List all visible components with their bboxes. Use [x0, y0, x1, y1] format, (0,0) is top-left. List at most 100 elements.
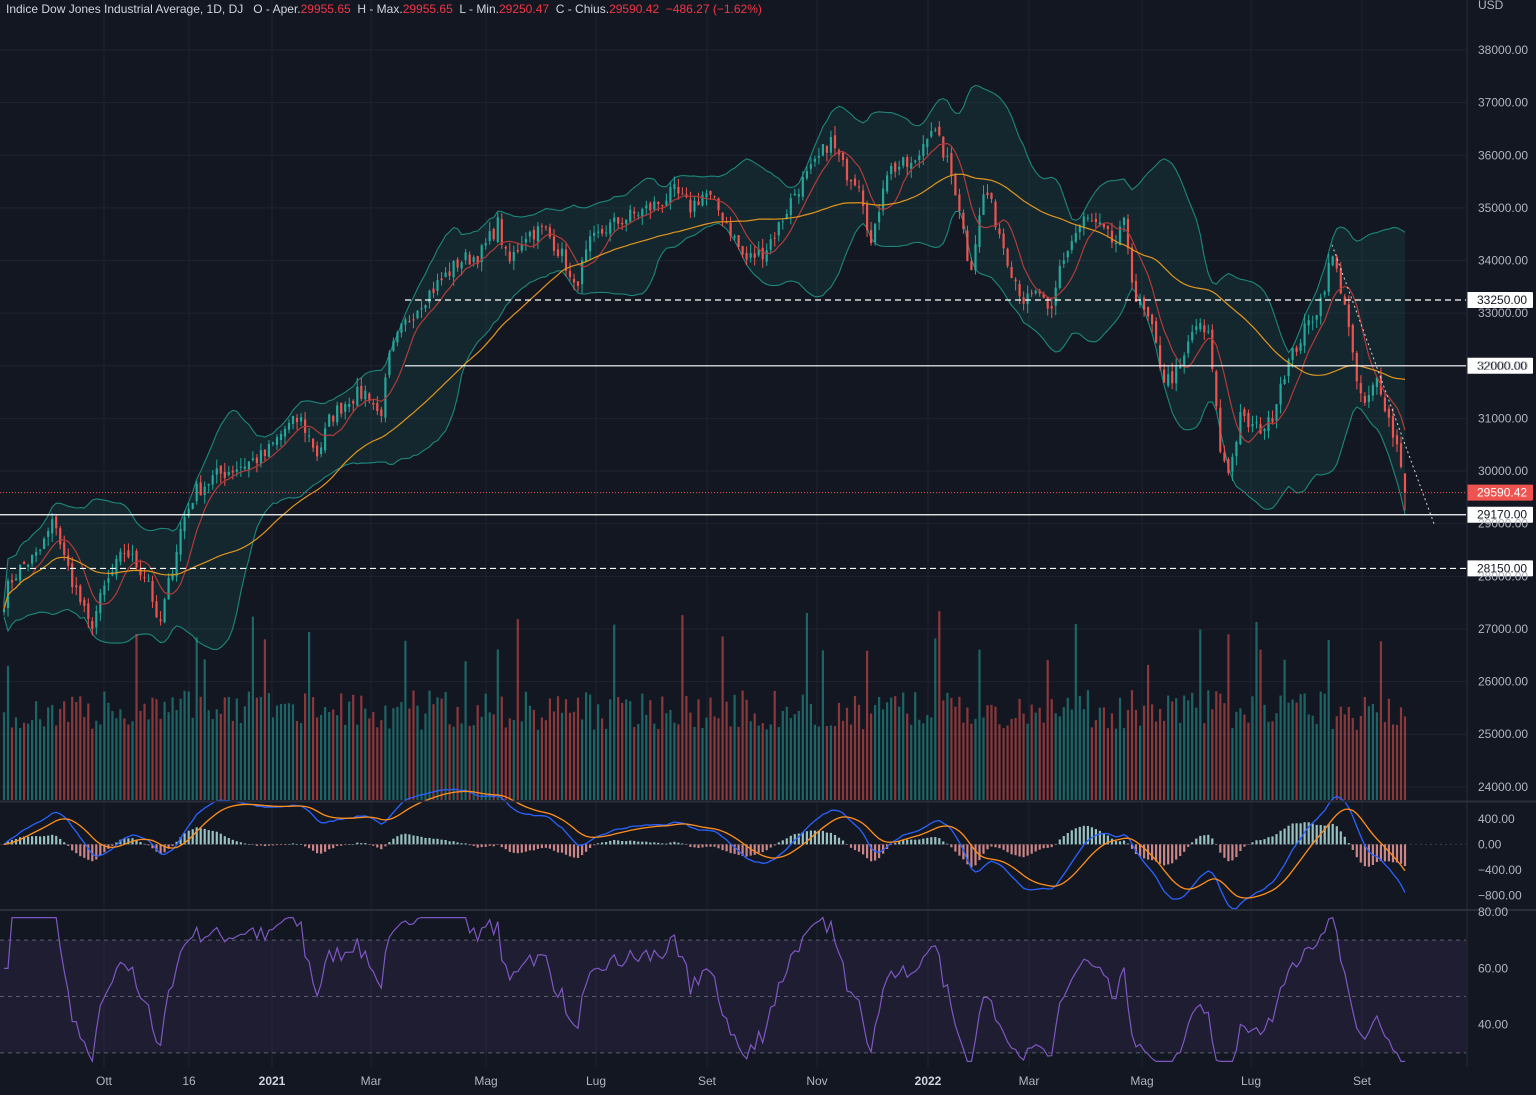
macd-histogram-bar — [1291, 823, 1294, 845]
candle — [1231, 453, 1234, 481]
macd-histogram-bar — [1347, 843, 1350, 845]
macd-histogram-bar — [902, 839, 905, 845]
candle-body — [1311, 321, 1314, 323]
volume-bar — [589, 694, 592, 800]
macd-histogram-bar — [424, 838, 427, 845]
macd-histogram-bar — [247, 844, 250, 845]
macd-histogram-bar — [725, 844, 728, 852]
candle-body — [1050, 306, 1053, 309]
candle — [300, 413, 303, 427]
candle-body — [1387, 408, 1390, 418]
volume-bar — [1351, 718, 1354, 800]
macd-histogram-bar — [1279, 830, 1282, 845]
macd-histogram-bar — [1403, 844, 1407, 866]
volume-bar — [440, 698, 443, 800]
candle — [926, 138, 929, 156]
candle — [721, 212, 724, 227]
macd-histogram-bar — [1195, 838, 1198, 845]
candle-body — [484, 242, 487, 246]
candle-body — [119, 551, 122, 562]
candle-body — [1275, 404, 1278, 421]
candle-body — [1014, 279, 1017, 282]
candle — [211, 470, 214, 490]
candle — [633, 206, 636, 220]
macd-histogram-bar — [324, 844, 327, 852]
candle — [227, 465, 230, 477]
candle-body — [524, 238, 527, 243]
volume-bar — [1014, 718, 1017, 800]
candle — [440, 272, 443, 286]
macd-histogram-bar — [1207, 834, 1210, 845]
candle — [1375, 376, 1378, 395]
volume-bar — [1094, 720, 1097, 800]
candle-body — [825, 145, 828, 153]
macd-histogram-bar — [1014, 844, 1017, 856]
candle — [886, 171, 889, 194]
volume-bar — [227, 696, 230, 800]
volume-bar — [1399, 707, 1403, 800]
volume-bar — [761, 723, 764, 800]
volume-bar — [1054, 713, 1057, 800]
volume-bar — [853, 696, 857, 800]
candle — [789, 193, 792, 225]
volume-bar — [59, 708, 62, 800]
time-axis[interactable]: Ott 16 2021 Mar Mag Lug Set Nov 2022 Mar Mag Lug Set — [96, 1074, 1372, 1088]
macd-histogram-bar — [308, 844, 311, 849]
volume-bar — [544, 720, 547, 800]
macd-histogram-bar — [1155, 844, 1158, 862]
candle — [568, 262, 572, 281]
volume-bar — [87, 703, 90, 800]
candle-body — [1086, 217, 1089, 219]
volume-bar — [1267, 721, 1270, 800]
candle-body — [1006, 248, 1009, 266]
candle — [1287, 357, 1290, 383]
price-tick-label: 24000.00 — [1478, 780, 1528, 794]
volume-bar — [564, 699, 568, 800]
macd-histogram-bar — [1078, 826, 1081, 845]
macd-histogram-bar — [1243, 844, 1246, 847]
candle-body — [380, 409, 383, 416]
candle-body — [312, 438, 315, 448]
macd-histogram-bar — [1058, 839, 1061, 845]
volume-bar — [914, 692, 917, 800]
macd-histogram-bar — [320, 844, 323, 854]
candle-body — [67, 555, 70, 566]
macd-histogram-bar — [143, 843, 146, 845]
candle-body — [1082, 216, 1085, 229]
macd-histogram-bar — [1191, 842, 1194, 845]
candle — [1199, 318, 1202, 332]
candle-body — [1159, 345, 1162, 368]
macd-histogram-bar — [645, 841, 648, 845]
candle — [95, 605, 98, 635]
volume-bar — [649, 700, 652, 800]
macd-histogram-bar — [1038, 844, 1041, 850]
macd-histogram-bar — [211, 830, 214, 845]
time-tick-label: 16 — [182, 1074, 196, 1088]
candle — [1371, 382, 1374, 402]
candle — [950, 147, 953, 185]
volume-bar — [898, 706, 901, 800]
macd-histogram-bar — [1339, 831, 1342, 845]
macd-histogram-bar — [159, 844, 162, 854]
candle-body — [1211, 329, 1214, 369]
volume-bar — [1171, 701, 1174, 800]
macd-histogram-bar — [697, 844, 700, 848]
candle — [1395, 429, 1399, 453]
macd-histogram-bar — [797, 833, 800, 845]
candle — [243, 457, 246, 472]
macd-histogram-bar — [67, 844, 70, 846]
macd-histogram-bar — [400, 834, 403, 845]
candle — [488, 221, 491, 245]
candle-body — [1255, 422, 1258, 424]
price-axis[interactable]: USD 24000.00 25000.00 26000.00 27000.00 2800… — [1478, 0, 1528, 1032]
candle — [1066, 250, 1069, 263]
macd-histogram-bar — [548, 844, 551, 849]
candle-body — [677, 187, 680, 194]
volume-bar — [332, 709, 335, 800]
candle-body — [47, 531, 50, 537]
volume-bar — [845, 707, 849, 800]
legend-open-label: O - Aper. — [253, 2, 301, 16]
candle — [528, 230, 531, 243]
candle-body — [344, 404, 347, 412]
